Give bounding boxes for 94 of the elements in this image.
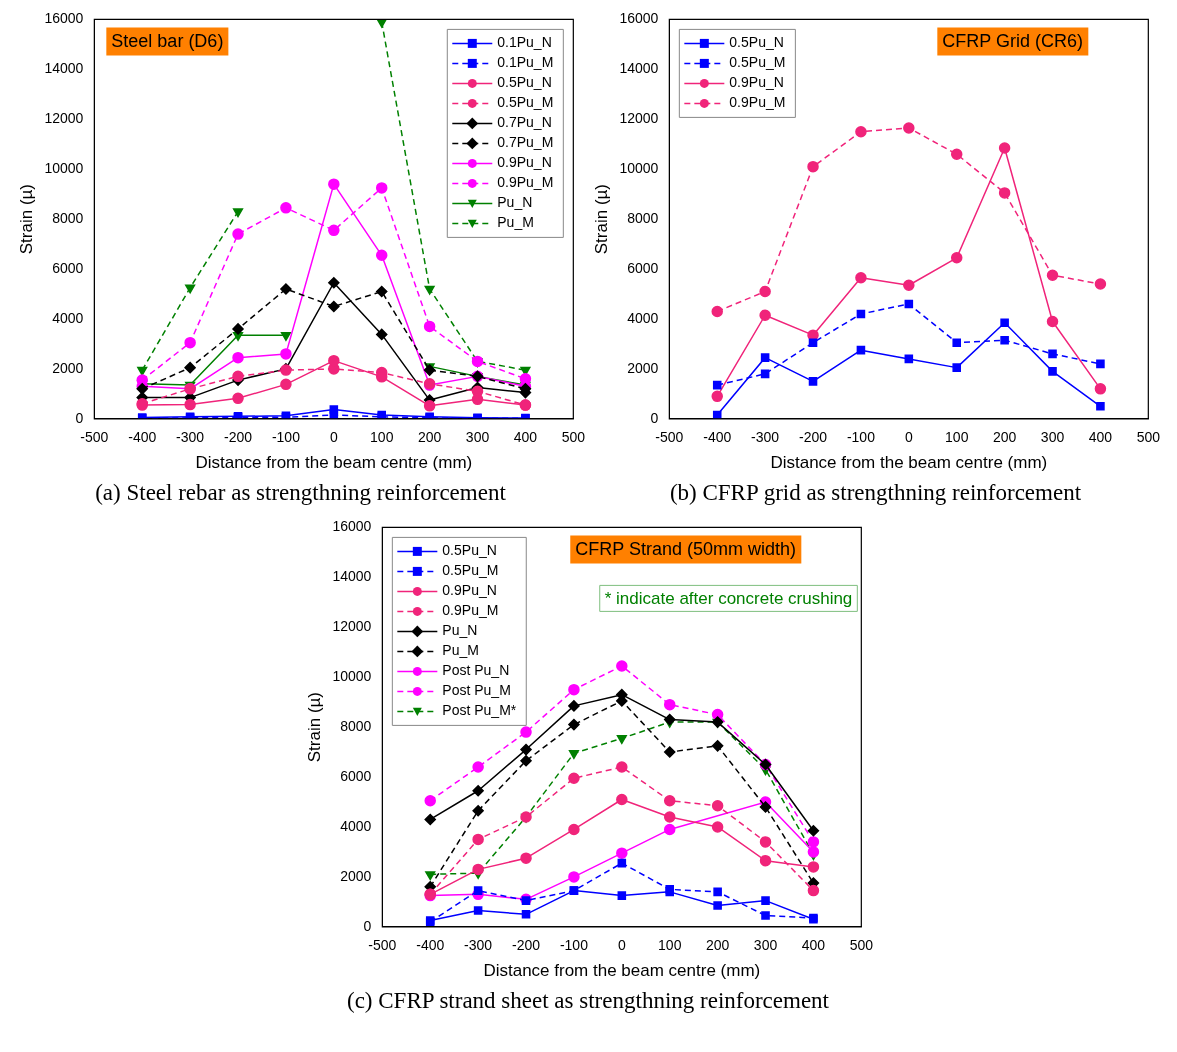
x-axis-title: Distance from the beam centre (mm) xyxy=(195,453,473,473)
legend-label: Post Pu_M* xyxy=(441,702,517,719)
text: (b) CFRP grid as strengthning reinforcement xyxy=(668,480,1083,506)
x-tick-label: 200 xyxy=(705,937,730,954)
legend-label: 0.5Pu_N xyxy=(441,542,497,559)
y-tick-label: 12000 xyxy=(331,618,372,635)
legend-label: 0.9Pu_N xyxy=(441,582,497,599)
text: CFRP Strand (50mm width) xyxy=(574,539,796,560)
x-tick-label: 500 xyxy=(1136,429,1161,446)
legend-label: Pu_N xyxy=(497,194,533,211)
text: Steel bar (D6) xyxy=(111,31,224,52)
x-tick-label: 200 xyxy=(992,429,1017,446)
x-tick-label: 300 xyxy=(465,429,490,446)
text: (a) Steel rebar as strengthning reinforcement xyxy=(94,480,507,506)
y-tick-label: 16000 xyxy=(44,10,84,27)
x-tick-label: -200 xyxy=(511,937,540,954)
y-tick-label: 10000 xyxy=(44,160,84,177)
x-tick-label: -200 xyxy=(799,429,828,446)
x-tick-label: 500 xyxy=(561,429,586,446)
x-tick-label: 200 xyxy=(417,429,442,446)
y-tick-label: 0 xyxy=(75,409,84,426)
y-tick-label: 12000 xyxy=(44,110,84,127)
annotation: * indicate after concrete crushing xyxy=(604,589,852,609)
x-tick-label: 300 xyxy=(753,937,777,954)
legend-label: 0.7Pu_M xyxy=(497,134,554,151)
y-tick-label: 2000 xyxy=(52,359,84,376)
x-tick-label: 400 xyxy=(801,937,825,954)
legend-label: Pu_N xyxy=(441,622,477,639)
x-tick-label: 100 xyxy=(657,937,682,954)
legend-label: 0.5Pu_M xyxy=(441,562,498,579)
legend-label: 0.9Pu_N xyxy=(497,154,552,171)
x-tick-label: -400 xyxy=(128,429,157,446)
x-tick-label: -400 xyxy=(415,937,444,954)
y-tick-label: 10000 xyxy=(619,160,659,177)
y-tick-label: 4000 xyxy=(52,309,84,326)
y-tick-label: 6000 xyxy=(627,259,659,276)
x-tick-label: 100 xyxy=(945,429,969,446)
x-tick-label: -300 xyxy=(463,937,492,954)
y-tick-label: 14000 xyxy=(44,60,84,77)
y-tick-label: 8000 xyxy=(339,717,372,734)
y-tick-label: 4000 xyxy=(627,309,659,326)
x-tick-label: 400 xyxy=(513,429,538,446)
text: CFRP Grid (CR6) xyxy=(942,31,1084,52)
x-tick-label: -300 xyxy=(176,429,205,446)
text: (c) CFRP strand sheet as strengthning reinforcement xyxy=(345,988,830,1014)
legend-label: Pu_M xyxy=(497,214,534,231)
y-tick-label: 8000 xyxy=(52,209,84,226)
y-tick-label: 14000 xyxy=(331,568,372,585)
x-tick-label: -400 xyxy=(703,429,732,446)
legend-label: Post Pu_M xyxy=(441,682,511,699)
y-tick-label: 6000 xyxy=(339,767,372,784)
legend-label: 0.7Pu_N xyxy=(497,114,552,131)
legend-label: 0.9Pu_M xyxy=(729,94,786,111)
legend-label: 0.9Pu_M xyxy=(497,174,554,191)
y-tick-label: 12000 xyxy=(619,110,659,127)
legend-label: 0.5Pu_N xyxy=(497,74,552,91)
x-tick-label: -500 xyxy=(80,429,109,446)
x-tick-label: -300 xyxy=(751,429,780,446)
legend-label: 0.5Pu_M xyxy=(729,54,786,71)
y-axis-title: Strain (µ) xyxy=(16,183,36,255)
x-tick-label: -100 xyxy=(271,429,301,446)
x-tick-label: -500 xyxy=(367,937,397,954)
legend-label: 0.9Pu_N xyxy=(729,74,784,91)
y-tick-label: 6000 xyxy=(52,259,84,276)
y-tick-label: 2000 xyxy=(627,359,659,376)
y-tick-label: 0 xyxy=(650,409,659,426)
y-tick-label: 4000 xyxy=(339,817,372,834)
legend-label: 0.5Pu_M xyxy=(497,94,554,111)
y-axis-title: Strain (µ) xyxy=(304,691,324,763)
x-tick-label: 0 xyxy=(904,429,913,446)
y-tick-label: 10000 xyxy=(331,668,372,685)
y-tick-label: 14000 xyxy=(619,60,659,77)
x-tick-label: 100 xyxy=(370,429,394,446)
legend-label: 0.1Pu_N xyxy=(497,34,552,51)
y-axis-title: Strain (µ) xyxy=(591,183,611,255)
y-tick-label: 0 xyxy=(363,917,372,934)
x-tick-label: -500 xyxy=(655,429,684,446)
legend-label: 0.5Pu_N xyxy=(729,34,784,51)
y-tick-label: 8000 xyxy=(627,209,659,226)
y-tick-label: 2000 xyxy=(339,867,372,884)
x-tick-label: 500 xyxy=(849,937,873,954)
x-tick-label: 300 xyxy=(1040,429,1065,446)
x-axis-title: Distance from the beam centre (mm) xyxy=(482,961,760,981)
legend-label: Post Pu_N xyxy=(441,662,509,679)
x-tick-label: -100 xyxy=(846,429,876,446)
legend-label: 0.9Pu_M xyxy=(441,602,498,619)
x-tick-label: 400 xyxy=(1088,429,1113,446)
legend-label: 0.1Pu_M xyxy=(497,54,554,71)
x-tick-label: -200 xyxy=(224,429,253,446)
x-tick-label: -100 xyxy=(559,937,588,954)
y-tick-label: 16000 xyxy=(331,518,372,535)
x-axis-title: Distance from the beam centre (mm) xyxy=(770,453,1048,473)
y-tick-label: 16000 xyxy=(619,10,659,27)
legend-label: Pu_M xyxy=(441,642,479,659)
